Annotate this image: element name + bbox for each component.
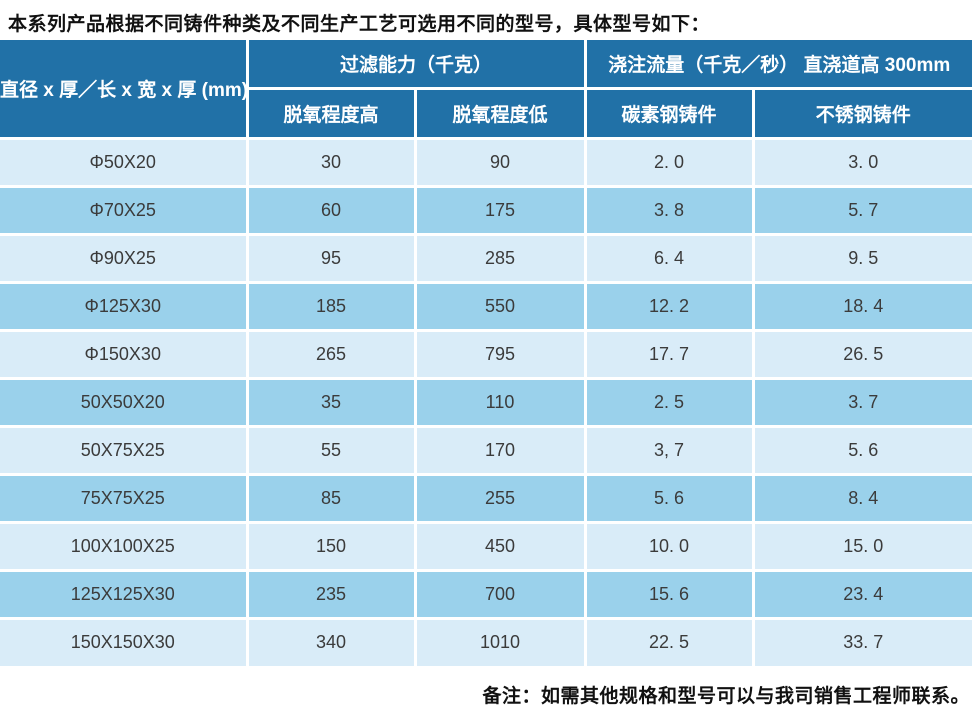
value-cell: 700 <box>415 570 587 620</box>
spec-cell: Φ150X30 <box>0 330 249 380</box>
value-cell: 5. 6 <box>585 474 755 524</box>
value-cell: 9. 5 <box>753 234 972 284</box>
intro-text: 本系列产品根据不同铸件种类及不同生产工艺可选用不同的型号，具体型号如下： <box>8 14 711 35</box>
header-group-pouring-rate: 浇注流量（千克／秒） 直浇道高 300mm <box>585 40 972 90</box>
header-carbon-steel: 碳素钢铸件 <box>585 88 755 140</box>
value-cell: 185 <box>247 282 417 332</box>
header-spec-column: 直径 x 厚／长 x 宽 x 厚 (mm) <box>0 40 249 140</box>
value-cell: 55 <box>247 426 417 476</box>
value-cell: 285 <box>415 234 587 284</box>
table-row: 150X150X30 340 1010 22. 5 33. 7 <box>0 618 972 666</box>
table-row: Φ125X30 185 550 12. 2 18. 4 <box>0 282 972 332</box>
value-cell: 2. 5 <box>585 378 755 428</box>
value-cell: 35 <box>247 378 417 428</box>
value-cell: 5. 7 <box>753 186 972 236</box>
value-cell: 170 <box>415 426 587 476</box>
value-cell: 110 <box>415 378 587 428</box>
value-cell: 150 <box>247 522 417 572</box>
header-group-filter-capacity: 过滤能力（千克） <box>247 40 587 90</box>
table-row: Φ90X25 95 285 6. 4 9. 5 <box>0 234 972 284</box>
value-cell: 95 <box>247 234 417 284</box>
value-cell: 60 <box>247 186 417 236</box>
spec-table-header: 直径 x 厚／长 x 宽 x 厚 (mm) 过滤能力（千克） 浇注流量（千克／秒… <box>0 40 972 140</box>
value-cell: 8. 4 <box>753 474 972 524</box>
table-row: 50X75X25 55 170 3, 7 5. 6 <box>0 426 972 476</box>
spec-table: 直径 x 厚／长 x 宽 x 厚 (mm) 过滤能力（千克） 浇注流量（千克／秒… <box>0 40 972 666</box>
spec-cell: Φ90X25 <box>0 234 249 284</box>
value-cell: 255 <box>415 474 587 524</box>
table-row: Φ70X25 60 175 3. 8 5. 7 <box>0 186 972 236</box>
value-cell: 85 <box>247 474 417 524</box>
spec-cell: 125X125X30 <box>0 570 249 620</box>
spec-cell: 150X150X30 <box>0 618 249 666</box>
value-cell: 235 <box>247 570 417 620</box>
value-cell: 1010 <box>415 618 587 666</box>
value-cell: 15. 6 <box>585 570 755 620</box>
table-row: 125X125X30 235 700 15. 6 23. 4 <box>0 570 972 620</box>
spec-cell: 50X75X25 <box>0 426 249 476</box>
value-cell: 18. 4 <box>753 282 972 332</box>
value-cell: 15. 0 <box>753 522 972 572</box>
value-cell: 265 <box>247 330 417 380</box>
value-cell: 2. 0 <box>585 138 755 188</box>
value-cell: 12. 2 <box>585 282 755 332</box>
header-deox-low: 脱氧程度低 <box>415 88 587 140</box>
value-cell: 30 <box>247 138 417 188</box>
value-cell: 795 <box>415 330 587 380</box>
table-row: 100X100X25 150 450 10. 0 15. 0 <box>0 522 972 572</box>
value-cell: 17. 7 <box>585 330 755 380</box>
header-deox-high: 脱氧程度高 <box>247 88 417 140</box>
header-stainless-steel: 不锈钢铸件 <box>753 88 972 140</box>
value-cell: 3. 8 <box>585 186 755 236</box>
value-cell: 6. 4 <box>585 234 755 284</box>
footer-note: 备注：如需其他规格和型号可以与我司销售工程师联系。 <box>482 686 970 707</box>
table-row: Φ150X30 265 795 17. 7 26. 5 <box>0 330 972 380</box>
spec-cell: 100X100X25 <box>0 522 249 572</box>
spec-cell: 75X75X25 <box>0 474 249 524</box>
value-cell: 90 <box>415 138 587 188</box>
value-cell: 550 <box>415 282 587 332</box>
value-cell: 5. 6 <box>753 426 972 476</box>
value-cell: 22. 5 <box>585 618 755 666</box>
value-cell: 175 <box>415 186 587 236</box>
value-cell: 23. 4 <box>753 570 972 620</box>
spec-cell: Φ125X30 <box>0 282 249 332</box>
table-row: 50X50X20 35 110 2. 5 3. 7 <box>0 378 972 428</box>
spec-cell: Φ50X20 <box>0 138 249 188</box>
value-cell: 26. 5 <box>753 330 972 380</box>
table-row: 75X75X25 85 255 5. 6 8. 4 <box>0 474 972 524</box>
value-cell: 33. 7 <box>753 618 972 666</box>
value-cell: 3, 7 <box>585 426 755 476</box>
spec-table-body: Φ50X20 30 90 2. 0 3. 0 Φ70X25 60 175 3. 8 5. 7 Φ90… <box>0 138 972 666</box>
spec-cell: 50X50X20 <box>0 378 249 428</box>
value-cell: 340 <box>247 618 417 666</box>
value-cell: 3. 0 <box>753 138 972 188</box>
spec-cell: Φ70X25 <box>0 186 249 236</box>
value-cell: 450 <box>415 522 587 572</box>
table-row: Φ50X20 30 90 2. 0 3. 0 <box>0 138 972 188</box>
value-cell: 10. 0 <box>585 522 755 572</box>
value-cell: 3. 7 <box>753 378 972 428</box>
